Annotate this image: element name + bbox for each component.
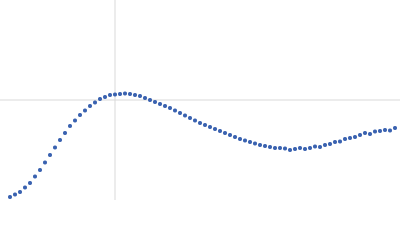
point — [343, 137, 347, 141]
point — [108, 93, 112, 97]
point — [168, 106, 172, 110]
point — [383, 128, 387, 132]
point — [173, 108, 177, 113]
point — [348, 136, 352, 140]
point — [228, 133, 232, 137]
point — [283, 146, 287, 151]
point — [48, 153, 52, 157]
point — [53, 145, 57, 150]
point — [218, 129, 222, 133]
point — [58, 138, 62, 142]
point — [313, 144, 317, 149]
point — [88, 104, 92, 108]
point — [118, 92, 122, 96]
point — [268, 145, 272, 149]
point — [328, 142, 332, 146]
point — [338, 139, 342, 144]
point — [298, 146, 302, 150]
point — [278, 146, 282, 150]
point — [78, 113, 82, 117]
point — [103, 95, 107, 99]
point — [178, 111, 182, 115]
point — [243, 138, 247, 143]
point — [123, 91, 127, 96]
point — [358, 133, 362, 137]
point — [13, 192, 17, 197]
point — [183, 113, 187, 118]
point — [28, 181, 32, 185]
point — [303, 147, 307, 151]
point — [378, 129, 382, 133]
point — [373, 129, 377, 134]
point — [213, 127, 217, 131]
point — [23, 185, 27, 190]
point — [73, 118, 77, 123]
point — [68, 124, 72, 128]
point — [238, 137, 242, 141]
point — [148, 98, 152, 102]
chart — [0, 0, 400, 200]
point — [363, 131, 367, 135]
point — [248, 140, 252, 144]
point — [273, 146, 277, 150]
point — [353, 135, 357, 139]
point — [158, 102, 162, 106]
point — [393, 126, 397, 130]
point — [188, 116, 192, 120]
point — [263, 144, 267, 148]
point — [98, 97, 102, 101]
point — [198, 121, 202, 125]
point — [208, 125, 212, 129]
point — [83, 108, 87, 113]
point — [93, 100, 97, 105]
point — [138, 94, 142, 98]
point — [333, 140, 337, 144]
point — [43, 160, 47, 165]
point — [308, 146, 312, 150]
point — [223, 131, 227, 135]
point — [18, 190, 22, 194]
point — [388, 128, 392, 133]
point — [318, 145, 322, 149]
point — [293, 147, 297, 151]
point — [323, 143, 327, 147]
point — [368, 132, 372, 136]
point — [258, 143, 262, 147]
point — [63, 131, 67, 135]
point — [203, 123, 207, 127]
point — [143, 96, 147, 100]
point — [233, 135, 237, 139]
point — [163, 104, 167, 108]
point — [253, 141, 257, 146]
point — [113, 92, 117, 97]
point — [153, 100, 157, 104]
point — [133, 93, 137, 97]
point — [33, 174, 37, 179]
point — [193, 118, 197, 123]
point — [128, 92, 132, 96]
point — [38, 168, 42, 172]
point — [288, 148, 292, 152]
point — [8, 195, 12, 199]
